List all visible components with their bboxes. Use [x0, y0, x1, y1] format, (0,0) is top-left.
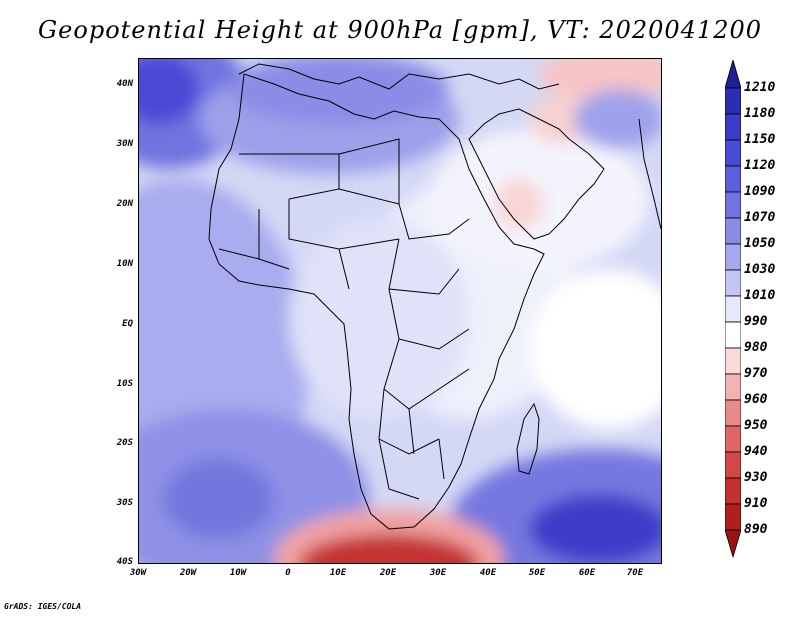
colorbar-label: 1120	[744, 158, 776, 173]
colorbar-label: 910	[744, 496, 768, 511]
colorbar-box	[725, 295, 741, 323]
europe-coast	[238, 63, 560, 90]
height-field	[139, 59, 661, 563]
lon-tick-50e: 50E	[528, 568, 546, 578]
india-coast	[638, 118, 661, 230]
lon-tick-30e: 30E	[429, 568, 447, 578]
colorbar-box	[725, 113, 741, 141]
lat-tick-30n: 30N	[116, 139, 133, 149]
lon-tick-10w: 10W	[229, 568, 247, 578]
colorbar-label: 890	[744, 522, 768, 537]
lon-tick-40e: 40E	[479, 568, 497, 578]
lon-tick-0: 0	[285, 568, 291, 578]
arabia-coast	[468, 108, 605, 240]
field-azores-core	[139, 59, 199, 124]
lat-tick-20s: 20S	[116, 438, 133, 448]
colorbar-box	[725, 191, 741, 219]
field-caspian-low	[539, 59, 661, 99]
colorbar-box	[725, 321, 741, 349]
colorbar-box	[725, 503, 741, 531]
colorbar-top-arrow	[725, 60, 741, 89]
colorbar-box	[725, 165, 741, 193]
colorbar-box	[725, 347, 741, 375]
colorbar-label: 1050	[744, 236, 776, 251]
field-indian-core	[529, 494, 661, 563]
lat-tick-20n: 20N	[116, 199, 133, 209]
field-south-low-core	[299, 534, 479, 563]
field-arabia-low	[494, 179, 544, 229]
colorbar-box	[725, 269, 741, 297]
credit-text: GrADS: IGES/COLA	[4, 602, 82, 611]
colorbar-box	[725, 425, 741, 453]
map-panel	[138, 58, 662, 564]
colorbar-label: 940	[744, 444, 768, 459]
colorbar-boxes	[725, 87, 741, 531]
lat-tick-40n: 40N	[116, 79, 133, 89]
colorbar-bottom-arrow	[725, 529, 741, 559]
lon-tick-10e: 10E	[329, 568, 347, 578]
lat-tick-10s: 10S	[116, 379, 133, 389]
colorbar-label: 1210	[744, 80, 776, 95]
lon-tick-30w: 30W	[129, 568, 147, 578]
colorbar-box	[725, 373, 741, 401]
colorbar-box	[725, 217, 741, 245]
geopotential-map	[139, 59, 661, 563]
field-south-atlantic-core	[164, 459, 274, 539]
colorbar-box	[725, 87, 741, 115]
colorbar-label: 1030	[744, 262, 776, 277]
field-central-asia	[574, 89, 661, 149]
colorbar-box	[725, 399, 741, 427]
colorbar	[725, 60, 741, 559]
colorbar-label: 930	[744, 470, 768, 485]
borders	[218, 138, 470, 500]
lat-tick-30s: 30S	[116, 498, 133, 508]
lon-tick-60e: 60E	[578, 568, 596, 578]
colorbar-label: 1180	[744, 106, 776, 121]
colorbar-label: 1150	[744, 132, 776, 147]
colorbar-box	[725, 477, 741, 505]
colorbar-label: 970	[744, 366, 768, 381]
colorbar-label: 950	[744, 418, 768, 433]
colorbar-label: 960	[744, 392, 768, 407]
colorbar-label: 990	[744, 314, 768, 329]
colorbar-label: 1010	[744, 288, 776, 303]
colorbar-box	[725, 243, 741, 271]
field-central-africa	[289, 219, 469, 419]
field-europe	[229, 59, 449, 124]
colorbar-box	[725, 451, 741, 479]
colorbar-label: 980	[744, 340, 768, 355]
lon-tick-70e: 70E	[626, 568, 644, 578]
colorbar-label: 1090	[744, 184, 776, 199]
africa-coast	[208, 73, 545, 530]
coastlines	[208, 63, 661, 530]
colorbar-label: 1070	[744, 210, 776, 225]
lat-tick-10n: 10N	[116, 259, 133, 269]
lon-tick-20w: 20W	[179, 568, 197, 578]
lat-tick-40s: 40S	[116, 557, 133, 567]
madagascar	[516, 402, 540, 475]
field-arabian-sea	[529, 269, 661, 429]
colorbar-box	[725, 139, 741, 167]
lon-tick-20e: 20E	[379, 568, 397, 578]
lat-tick-eq: EQ	[122, 319, 133, 329]
chart-title: Geopotential Height at 900hPa [gpm], VT:…	[38, 16, 762, 44]
